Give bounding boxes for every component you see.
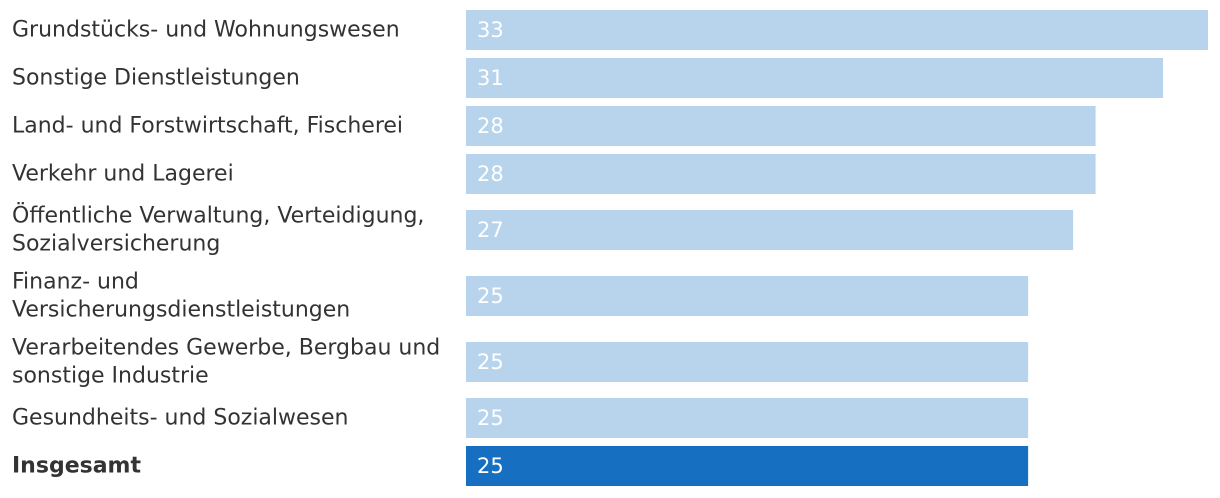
category-label-6: Verarbeitendes Gewerbe, Bergbau und sonst…: [12, 336, 440, 389]
category-label-line: Gesundheits- und Sozialwesen: [12, 406, 349, 431]
category-label-7: Gesundheits- und Sozialwesen: [12, 406, 349, 431]
category-label-line: sonstige Industrie: [12, 364, 209, 389]
category-label-2: Land- und Forstwirtschaft, Fischerei: [12, 114, 403, 139]
category-label-3: Verkehr und Lagerei: [12, 162, 234, 187]
bar-5: [466, 276, 1029, 316]
category-label-1: Sonstige Dienstleistungen: [12, 66, 300, 91]
bar-value-label-7: 25: [477, 406, 504, 430]
category-label-line: Verarbeitendes Gewerbe, Bergbau und: [12, 336, 440, 361]
bar-3: [466, 154, 1096, 194]
bars-group: 33 31 28 28 27 25 25 25 25: [466, 10, 1208, 486]
category-labels-group: Grundstücks- und Wohnungswesen Sonstige D…: [12, 18, 440, 479]
bar-1: [466, 58, 1164, 98]
category-label-line: Versicherungsdienstleistungen: [12, 298, 350, 323]
category-label-4: Öffentliche Verwaltung, Verteidigung, Soz…: [12, 203, 424, 257]
category-label-line: Sonstige Dienstleistungen: [12, 66, 300, 91]
category-label-line: Grundstücks- und Wohnungswesen: [12, 18, 400, 43]
category-label-line: Öffentliche Verwaltung, Verteidigung,: [12, 203, 424, 229]
category-label-line: Land- und Forstwirtschaft, Fischerei: [12, 114, 403, 139]
category-label-8: Insgesamt: [12, 454, 141, 479]
category-label-line: Finanz- und: [12, 270, 139, 295]
bar-8: [466, 446, 1029, 486]
bar-value-label-4: 27: [477, 218, 504, 242]
bar-4: [466, 210, 1074, 250]
bar-value-label-6: 25: [477, 350, 504, 374]
category-label-line: Insgesamt: [12, 454, 141, 479]
bar-0: [466, 10, 1208, 50]
category-label-line: Verkehr und Lagerei: [12, 162, 234, 187]
bar-7: [466, 398, 1029, 438]
category-label-0: Grundstücks- und Wohnungswesen: [12, 18, 400, 43]
bar-value-label-2: 28: [477, 114, 504, 138]
bar-2: [466, 106, 1096, 146]
bar-value-label-0: 33: [477, 18, 504, 42]
bar-value-label-8: 25: [477, 454, 504, 478]
bar-value-label-5: 25: [477, 284, 504, 308]
bar-value-label-3: 28: [477, 162, 504, 186]
bar-6: [466, 342, 1029, 382]
category-label-line: Sozialversicherung: [12, 232, 220, 257]
bar-value-label-1: 31: [477, 66, 504, 90]
category-label-5: Finanz- und Versicherungsdienstleistungen: [12, 270, 350, 323]
